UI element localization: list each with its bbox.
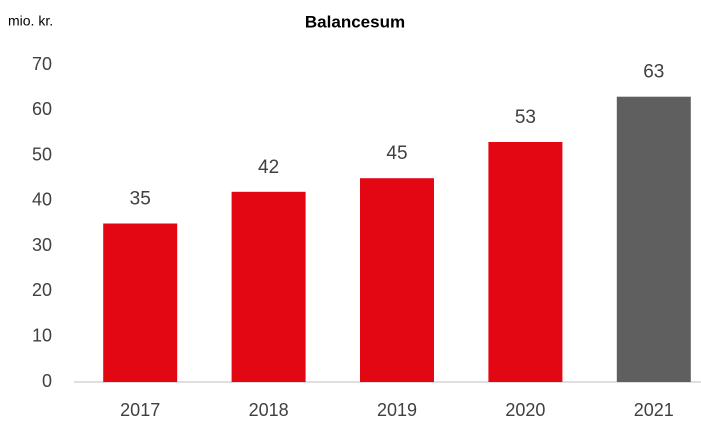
bar <box>231 191 306 382</box>
data-label: 45 <box>386 143 407 164</box>
x-tick-label: 2020 <box>505 400 545 420</box>
data-label: 53 <box>515 107 536 128</box>
x-tick-label: 2019 <box>377 400 417 420</box>
chart-title: Balancesum <box>305 12 405 31</box>
bar <box>103 223 178 382</box>
y-axis-label: mio. kr. <box>8 13 53 29</box>
bar <box>616 96 691 382</box>
y-tick-label: 0 <box>42 371 52 391</box>
y-tick-label: 40 <box>32 190 52 210</box>
y-tick-label: 10 <box>32 325 52 345</box>
x-tick-label: 2021 <box>634 400 674 420</box>
data-label: 35 <box>130 189 151 210</box>
y-tick-label: 30 <box>32 235 52 255</box>
y-tick-label: 20 <box>32 280 52 300</box>
bar <box>360 178 434 382</box>
data-label: 63 <box>643 62 664 83</box>
y-tick-label: 50 <box>32 144 52 164</box>
x-tick-label: 2017 <box>120 400 160 420</box>
y-tick-label: 60 <box>32 99 52 119</box>
bar <box>488 141 563 382</box>
data-label: 42 <box>258 157 279 178</box>
y-tick-label: 70 <box>32 54 52 74</box>
x-tick-label: 2018 <box>249 400 289 420</box>
